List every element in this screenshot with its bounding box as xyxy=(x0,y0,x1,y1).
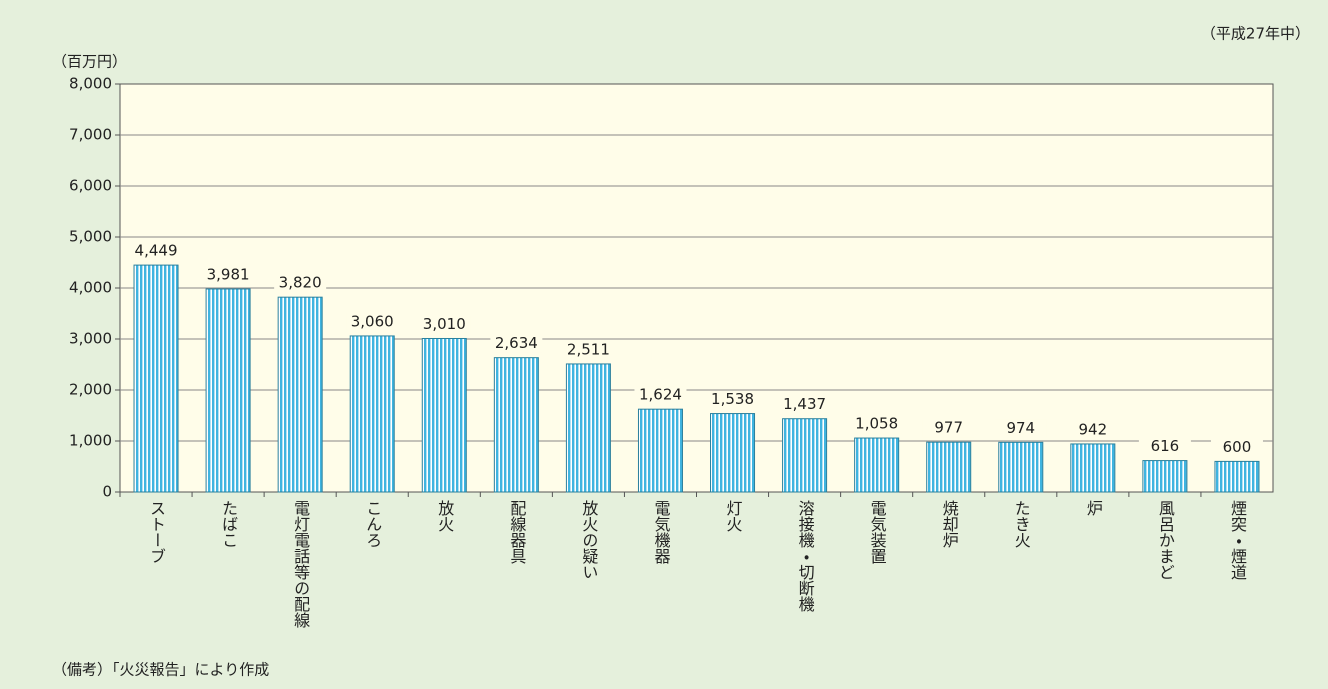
bar xyxy=(421,337,467,493)
value-label-bg xyxy=(1138,437,1191,456)
x-tick-label: 放火の疑い xyxy=(579,500,599,580)
bar xyxy=(926,441,972,493)
value-label-bg xyxy=(562,340,615,359)
y-tick-label: 1,000 xyxy=(69,432,112,450)
value-label: 3,820 xyxy=(279,274,322,292)
value-label-bg xyxy=(778,395,831,414)
x-tick-label: 電気装置 xyxy=(867,500,887,564)
x-tick-label: 煙突・煙道 xyxy=(1227,500,1247,580)
x-tick-label: 炉 xyxy=(1083,500,1103,516)
bar xyxy=(349,335,395,493)
y-tick-label: 3,000 xyxy=(69,330,112,348)
value-label-bg xyxy=(490,334,543,353)
bar xyxy=(493,357,539,493)
value-label: 3,010 xyxy=(423,315,466,333)
x-tick-label: 焼却炉 xyxy=(939,500,959,548)
x-tick-label: 放火 xyxy=(435,500,455,532)
value-label-bg xyxy=(274,274,327,293)
bar xyxy=(1070,443,1116,493)
x-tick-label: 風呂かまど xyxy=(1155,500,1175,580)
value-label: 4,449 xyxy=(135,242,178,260)
bar xyxy=(205,288,251,493)
value-label-bg xyxy=(994,419,1047,438)
value-label-bg xyxy=(418,315,471,334)
value-label: 1,058 xyxy=(855,415,898,433)
y-tick-label: 5,000 xyxy=(69,228,112,246)
value-label-bg xyxy=(202,265,255,284)
bar xyxy=(133,264,179,493)
value-label: 3,981 xyxy=(207,265,250,283)
period-note: （平成27年中） xyxy=(1201,25,1310,43)
value-label-bg xyxy=(130,242,183,261)
value-label: 616 xyxy=(1151,437,1180,455)
bar xyxy=(710,413,756,493)
y-tick-label: 2,000 xyxy=(69,381,112,399)
y-tick-label: 0 xyxy=(102,483,112,501)
y-axis-label: （百万円） xyxy=(52,53,127,71)
x-tick-label: ストーブ xyxy=(147,500,167,564)
x-tick-label: 溶接機・切断機 xyxy=(795,500,815,612)
value-label: 2,511 xyxy=(567,340,610,358)
value-label-bg xyxy=(922,419,975,438)
x-tick-label: 灯火 xyxy=(723,500,743,532)
value-label: 1,624 xyxy=(639,386,682,404)
source-note: （備考）「火災報告」により作成 xyxy=(52,661,269,679)
value-label: 1,437 xyxy=(783,395,826,413)
y-tick-label: 8,000 xyxy=(69,75,112,93)
bar xyxy=(1142,460,1188,493)
value-label: 942 xyxy=(1079,420,1108,438)
y-tick-label: 7,000 xyxy=(69,126,112,144)
x-tick-label: 電気機器 xyxy=(651,500,671,564)
bar xyxy=(854,437,900,493)
bar xyxy=(565,363,611,493)
bar xyxy=(998,441,1044,493)
x-tick-label: たき火 xyxy=(1011,500,1031,548)
x-tick-label: こんろ xyxy=(363,500,383,548)
value-label-bg xyxy=(850,415,903,434)
value-label-bg xyxy=(634,386,687,405)
value-label: 600 xyxy=(1223,438,1252,456)
bar xyxy=(1214,460,1260,493)
value-label-bg xyxy=(346,312,399,331)
value-label: 974 xyxy=(1006,419,1035,437)
bar xyxy=(782,418,828,493)
value-label-bg xyxy=(1210,438,1263,457)
value-label-bg xyxy=(1066,420,1119,439)
value-label: 2,634 xyxy=(495,334,538,352)
y-tick-label: 4,000 xyxy=(69,279,112,297)
x-tick-label: 電灯電話等の配線 xyxy=(291,500,311,628)
bar xyxy=(277,296,323,493)
value-label: 3,060 xyxy=(351,312,394,330)
value-label-bg xyxy=(706,390,759,409)
value-label: 977 xyxy=(934,419,963,437)
value-label: 1,538 xyxy=(711,390,754,408)
bar xyxy=(637,408,683,493)
x-tick-label: 配線器具 xyxy=(507,500,527,564)
x-tick-label: たばこ xyxy=(219,500,239,548)
y-tick-label: 6,000 xyxy=(69,177,112,195)
